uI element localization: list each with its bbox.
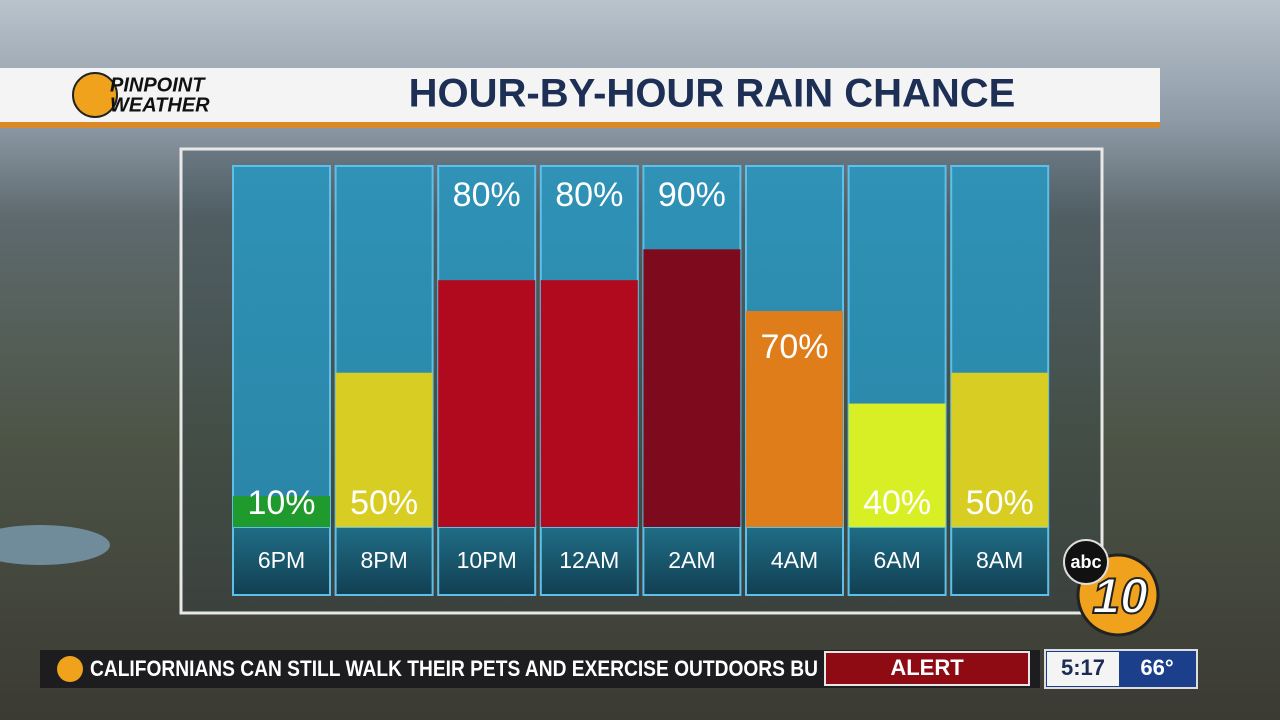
category-cell [539,526,639,596]
value-label: 50% [966,484,1034,522]
chart-title: HOUR-BY-HOUR RAIN CHANCE [409,72,1016,116]
bar [951,372,1049,527]
x-tick-label: 12AM [559,547,619,573]
temperature: 66° [1140,655,1173,680]
header-stripe [0,122,1160,128]
category-cell [232,526,331,596]
logo-text: PINPOINT [110,74,206,96]
value-label: 50% [350,484,418,522]
bar [438,280,536,527]
bar [848,403,946,527]
logo-text: WEATHER [110,94,210,116]
x-tick-label: 8PM [360,547,407,573]
clock: 5:17 [1061,655,1105,680]
bar [233,496,330,527]
logo-badge [72,72,118,118]
value-label: 90% [658,176,726,214]
alert-box [824,651,1030,686]
ticker-logo [57,656,83,682]
value-label: 40% [863,484,931,522]
x-tick-label: 6AM [873,547,920,573]
lake [0,525,110,565]
x-tick-label: 8AM [976,547,1023,573]
network-logo: abc [1070,552,1101,572]
time-panel [1047,652,1119,686]
category-cell [437,526,537,596]
bar [335,372,433,527]
channel-logo: 10 [1092,568,1148,624]
chart-frame [179,147,1104,615]
bar [746,311,843,527]
value-label: 80% [555,176,623,214]
x-tick-label: 4AM [771,547,818,573]
network-badge [1063,539,1109,585]
column [232,165,331,528]
alert-label: ALERT [890,655,964,680]
bar [540,280,638,527]
bar [643,249,741,528]
header-bar [0,68,1160,122]
x-tick-label: 10PM [457,547,517,573]
value-label: 80% [453,176,521,214]
value-label: 70% [760,328,828,366]
x-tick-label: 2AM [668,547,715,573]
ticker-text: CALIFORNIANS CAN STILL WALK THEIR PETS A… [90,656,818,681]
category-cell [950,526,1050,596]
value-label: 10% [247,484,315,522]
category-cell [847,526,947,596]
x-tick-label: 6PM [258,547,305,573]
category-cell [642,526,742,596]
